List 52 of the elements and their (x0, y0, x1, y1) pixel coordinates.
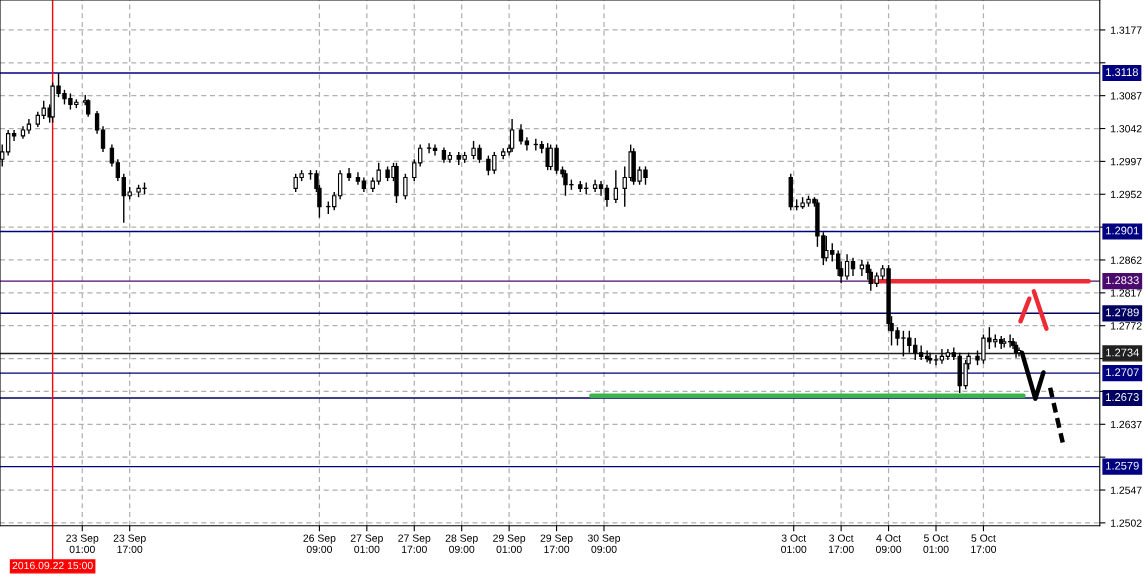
y-tick-label: 1.2772 (1110, 322, 1142, 330)
candlestick (933, 354, 939, 366)
x-tick-label: 27 Sep 17:00 (398, 534, 431, 554)
candlestick (403, 173, 408, 201)
y-tick-label: 1.2997 (1110, 157, 1142, 166)
y-tick-label: 1.2637 (1110, 420, 1142, 429)
ref-line-label: 1.2734 (1106, 348, 1139, 357)
x-tick-label: 30 Sep 09:00 (587, 534, 621, 554)
candlestick (11, 129, 17, 142)
candlestick (109, 143, 115, 168)
x-tick-label: 3 Oct 01:00 (781, 534, 807, 554)
y-tick-label: 1.3042 (1110, 125, 1142, 133)
x-tick-label: 23 Sep 01:00 (66, 534, 99, 554)
ref-line-label: 1.2833 (1106, 276, 1139, 285)
x-tick-label: 27 Sep 01:00 (350, 534, 383, 554)
y-tick-label: 1.2502 (1110, 519, 1142, 527)
ref-line-label: 1.2673 (1106, 393, 1139, 401)
candlestick (355, 171, 361, 186)
candlestick (426, 142, 432, 155)
candlestick (598, 180, 604, 197)
x-tick-label: 23 Sep 17:00 (113, 534, 146, 554)
y-tick-label: 1.2547 (1110, 486, 1142, 494)
ref-line-label: 1.2579 (1106, 461, 1139, 470)
ref-line-label: 1.2789 (1106, 308, 1139, 317)
candlestick (509, 118, 515, 153)
candlestick (432, 143, 438, 157)
ref-line-label: 1.2707 (1106, 368, 1139, 377)
candlestick (613, 169, 619, 204)
ref-line-label: 2016.09.22 15:00 (12, 561, 93, 570)
candlestick (94, 110, 100, 135)
candlestick (927, 352, 933, 365)
candlestick (604, 184, 610, 208)
x-tick-label: 4 Oct 09:00 (875, 534, 902, 554)
candlestick (100, 125, 106, 153)
ref-line-label: 1.2901 (1106, 226, 1139, 235)
candlestick (518, 123, 524, 146)
x-tick-label: 3 Oct 17:00 (828, 534, 854, 554)
candlestick (859, 259, 865, 277)
x-tick-label: 5 Oct 17:00 (971, 534, 997, 554)
x-tick-label: 28 Sep 09:00 (445, 534, 478, 554)
x-tick-label: 29 Sep 01:00 (493, 534, 526, 554)
x-tick-label: 29 Sep 17:00 (540, 534, 573, 554)
y-tick-label: 1.3087 (1110, 92, 1142, 100)
y-tick-label: 1.2952 (1110, 190, 1142, 199)
x-tick-label: 26 Sep 09:00 (303, 534, 336, 554)
candlestick (939, 348, 945, 365)
y-tick-label: 1.2862 (1110, 256, 1142, 264)
y-tick-label: 1.2817 (1110, 289, 1142, 297)
candlestick (844, 253, 850, 281)
x-tick-label: 5 Oct 01:00 (923, 534, 949, 554)
ref-line-label: 1.3118 (1106, 68, 1138, 77)
y-tick-label: 1.3177 (1110, 26, 1142, 34)
